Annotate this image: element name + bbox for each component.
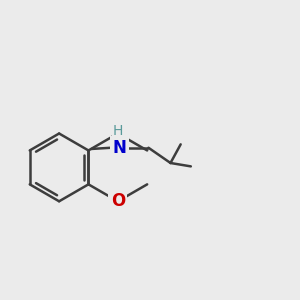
Text: N: N (113, 139, 127, 157)
Text: O: O (111, 192, 125, 210)
Text: H: H (113, 124, 123, 138)
